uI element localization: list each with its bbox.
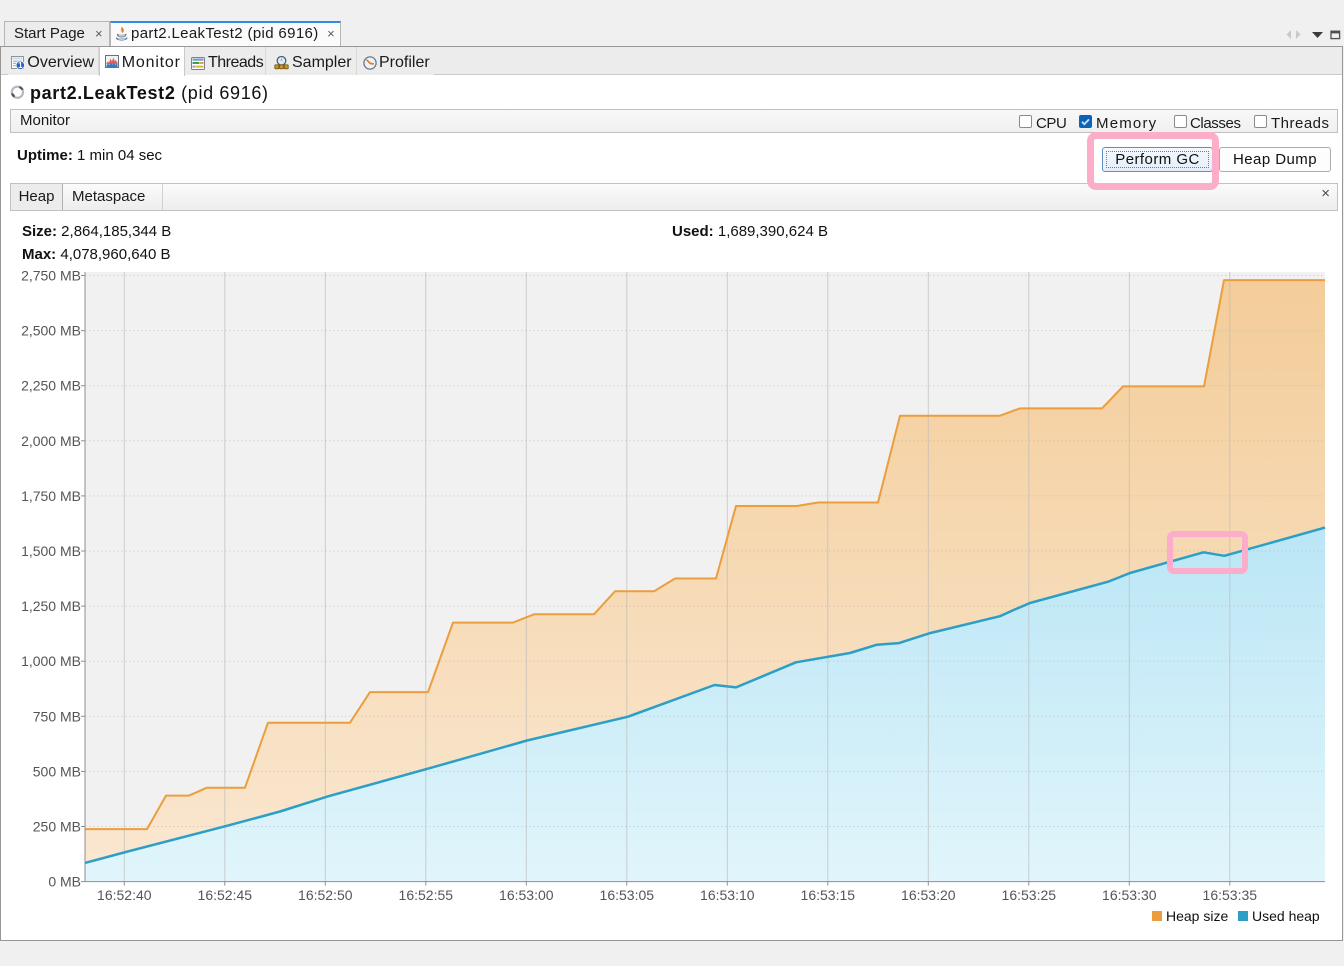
svg-text:16:52:45: 16:52:45 (198, 887, 253, 903)
svg-text:Heap size: Heap size (1166, 908, 1228, 924)
svg-text:2,500 MB: 2,500 MB (21, 323, 81, 339)
svg-text:16:52:50: 16:52:50 (298, 887, 353, 903)
svg-text:16:53:30: 16:53:30 (1102, 887, 1157, 903)
svg-text:2,000 MB: 2,000 MB (21, 433, 81, 449)
svg-text:16:53:35: 16:53:35 (1203, 887, 1258, 903)
svg-text:250 MB: 250 MB (33, 819, 81, 835)
svg-text:16:53:00: 16:53:00 (499, 887, 554, 903)
svg-text:0 MB: 0 MB (48, 874, 81, 890)
svg-text:2,250 MB: 2,250 MB (21, 378, 81, 394)
svg-text:16:52:40: 16:52:40 (97, 887, 152, 903)
svg-text:1,500 MB: 1,500 MB (21, 543, 81, 559)
svg-text:1,750 MB: 1,750 MB (21, 488, 81, 504)
svg-text:1: 1 (18, 61, 23, 70)
svg-text:1,250 MB: 1,250 MB (21, 598, 81, 614)
svg-text:2,750 MB: 2,750 MB (21, 268, 81, 284)
svg-text:16:53:20: 16:53:20 (901, 887, 956, 903)
svg-text:500 MB: 500 MB (33, 763, 81, 779)
svg-text:16:53:25: 16:53:25 (1002, 887, 1057, 903)
svg-text:Used heap: Used heap (1252, 908, 1320, 924)
svg-text:16:53:10: 16:53:10 (700, 887, 755, 903)
svg-text:1,000 MB: 1,000 MB (21, 653, 81, 669)
svg-text:16:53:15: 16:53:15 (801, 887, 856, 903)
svg-text:16:52:55: 16:52:55 (399, 887, 454, 903)
svg-text:16:53:05: 16:53:05 (600, 887, 655, 903)
svg-text:750 MB: 750 MB (33, 708, 81, 724)
